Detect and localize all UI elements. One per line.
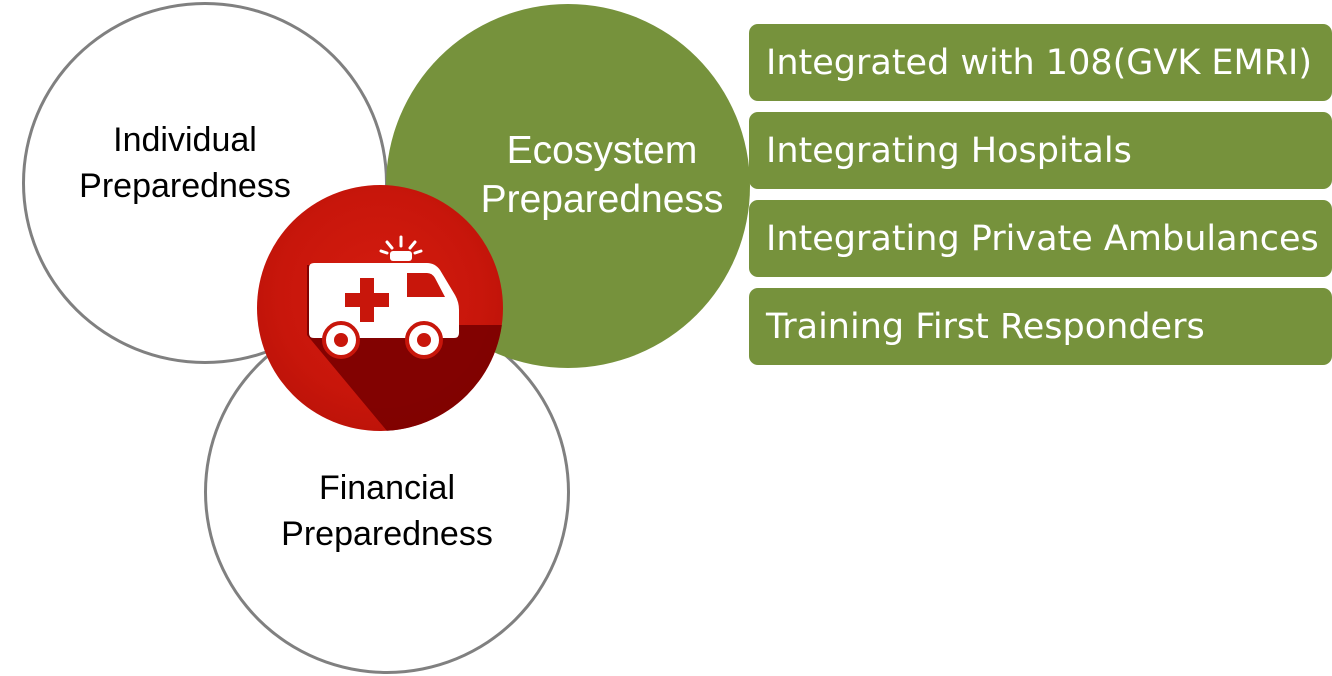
ecosystem-preparedness-label: Ecosystem Preparedness <box>480 129 724 221</box>
ecosystem-items-list: Integrated with 108(GVK EMRI) Integratin… <box>749 24 1332 365</box>
ecosystem-item-first-responders: Training First Responders <box>749 288 1332 365</box>
individual-preparedness-label: Individual Preparedness <box>79 121 291 205</box>
financial-preparedness-label: Financial Preparedness <box>281 469 493 553</box>
ambulance-icon <box>307 235 503 431</box>
ecosystem-item-private-ambulances: Integrating Private Ambulances <box>749 200 1332 277</box>
ambulance-badge <box>257 185 503 431</box>
ecosystem-item-hospitals: Integrating Hospitals <box>749 112 1332 189</box>
individual-preparedness-circle: Individual Preparedness <box>22 2 388 364</box>
ecosystem-item-108: Integrated with 108(GVK EMRI) <box>749 24 1332 101</box>
